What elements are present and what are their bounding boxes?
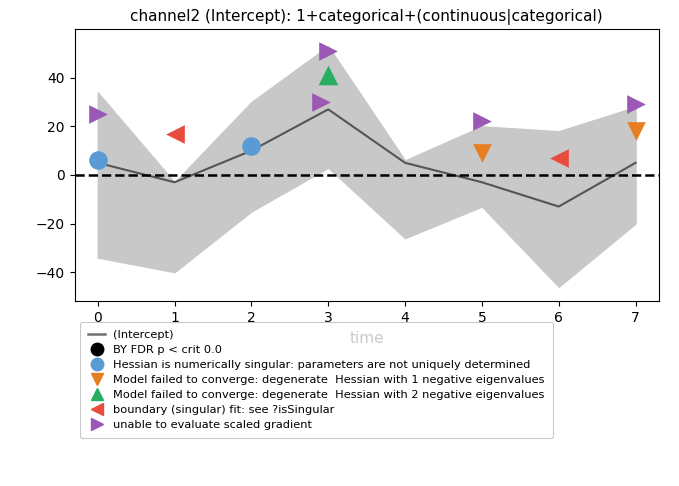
Point	[553, 154, 564, 162]
Point	[92, 110, 103, 118]
Title: channel2 (Intercept): 1+categorical+(continuous|categorical): channel2 (Intercept): 1+categorical+(con…	[130, 9, 603, 25]
Point	[630, 127, 641, 135]
Point	[477, 149, 488, 157]
Point	[323, 47, 333, 55]
Point	[315, 98, 326, 106]
Point	[92, 156, 103, 164]
Legend: (Intercept), BY FDR p < crit 0.0, Hessian is numerically singular: parameters ar: (Intercept), BY FDR p < crit 0.0, Hessia…	[80, 322, 553, 438]
Point	[323, 71, 333, 79]
Point	[477, 118, 488, 125]
Point	[169, 130, 180, 138]
X-axis label: time: time	[350, 330, 384, 346]
Point	[246, 142, 257, 150]
Point	[630, 101, 641, 108]
